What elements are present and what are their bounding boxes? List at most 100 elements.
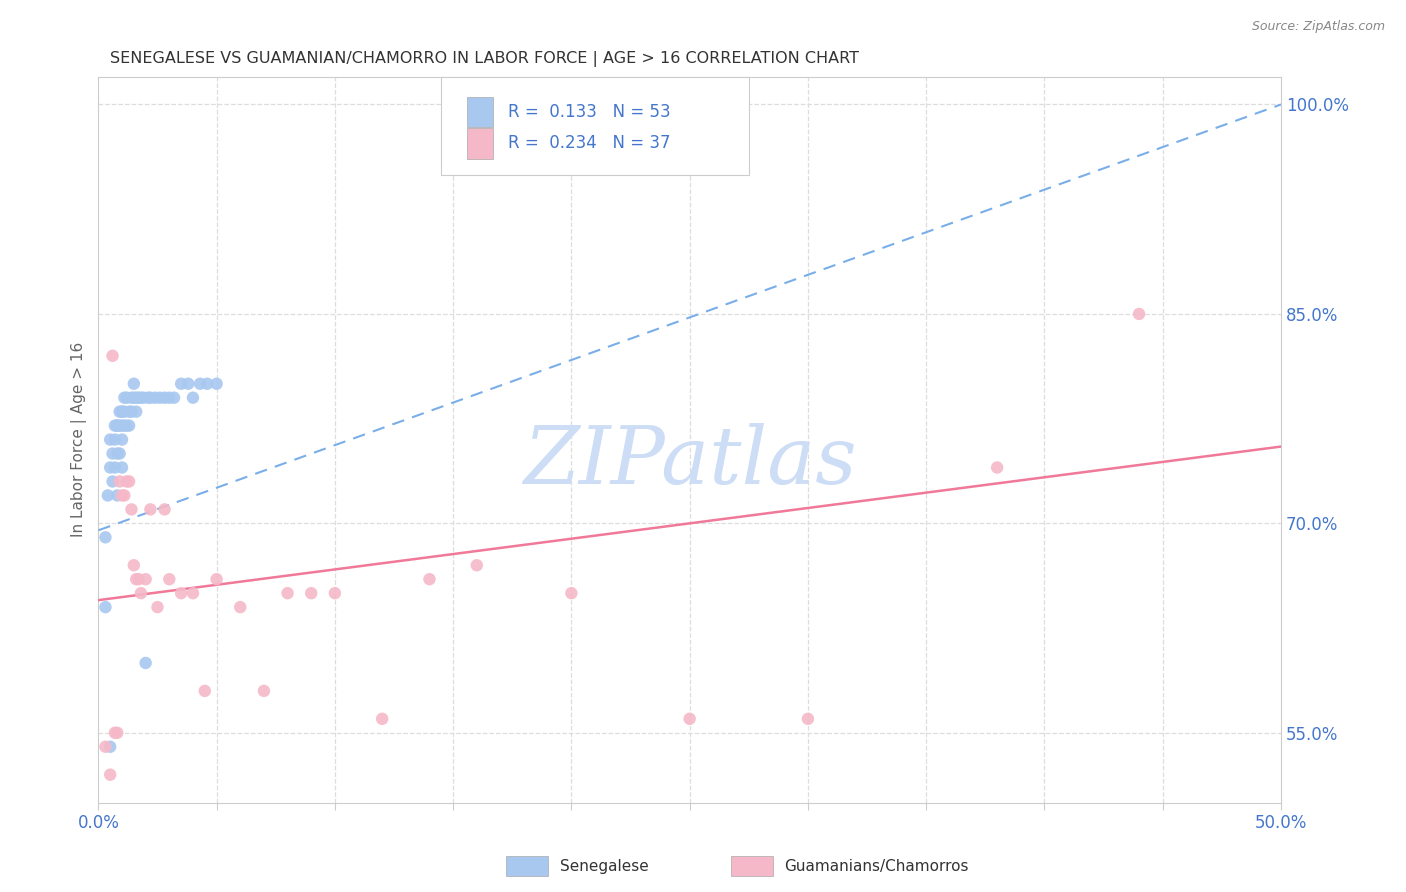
Text: R =  0.133   N = 53: R = 0.133 N = 53 [508, 103, 671, 121]
Point [797, 712, 820, 726]
Point [121, 391, 143, 405]
Point [128, 391, 150, 405]
Point [371, 712, 394, 726]
Point [112, 391, 135, 405]
Point [97, 488, 120, 502]
Point [98, 767, 121, 781]
Point [135, 572, 157, 586]
Point [101, 446, 124, 460]
Point [104, 418, 127, 433]
Point [129, 391, 152, 405]
Point [118, 404, 141, 418]
Point [163, 391, 186, 405]
Point [111, 433, 134, 447]
Point [108, 475, 131, 489]
FancyBboxPatch shape [441, 77, 749, 175]
Point [181, 586, 204, 600]
Point [98, 460, 121, 475]
Point [177, 376, 200, 391]
Point [125, 391, 148, 405]
Point [1128, 307, 1150, 321]
Point [122, 391, 145, 405]
Text: R =  0.234   N = 37: R = 0.234 N = 37 [508, 135, 671, 153]
Point [112, 488, 135, 502]
Point [111, 404, 134, 418]
Point [157, 391, 180, 405]
Point [105, 418, 128, 433]
Point [136, 391, 159, 405]
Point [108, 418, 131, 433]
Point [986, 460, 1008, 475]
Point [94, 530, 117, 544]
Point [323, 586, 346, 600]
Point [122, 376, 145, 391]
Point [153, 391, 176, 405]
Point [121, 502, 143, 516]
Point [104, 726, 127, 740]
Point [101, 475, 124, 489]
Point [125, 404, 148, 418]
FancyBboxPatch shape [467, 97, 494, 128]
Point [129, 586, 152, 600]
Point [253, 684, 276, 698]
Point [128, 572, 150, 586]
Point [115, 475, 138, 489]
Point [679, 712, 702, 726]
Point [188, 376, 211, 391]
Point [149, 391, 172, 405]
Point [98, 739, 121, 754]
Point [118, 418, 141, 433]
Point [146, 600, 169, 615]
Point [139, 391, 162, 405]
Point [418, 572, 440, 586]
Y-axis label: In Labor Force | Age > 16: In Labor Force | Age > 16 [72, 342, 87, 537]
Point [112, 418, 135, 433]
Point [101, 349, 124, 363]
Point [229, 600, 252, 615]
Point [170, 376, 193, 391]
Text: Guamanians/Chamorros: Guamanians/Chamorros [785, 859, 969, 873]
FancyBboxPatch shape [467, 128, 494, 159]
Point [170, 586, 193, 600]
Point [105, 446, 128, 460]
Point [105, 488, 128, 502]
Point [111, 488, 134, 502]
Text: SENEGALESE VS GUAMANIAN/CHAMORRO IN LABOR FORCE | AGE > 16 CORRELATION CHART: SENEGALESE VS GUAMANIAN/CHAMORRO IN LABO… [110, 51, 859, 67]
Point [277, 586, 299, 600]
Point [194, 684, 217, 698]
Point [465, 558, 488, 573]
Point [111, 418, 134, 433]
Point [143, 391, 166, 405]
Point [181, 391, 204, 405]
Point [205, 376, 228, 391]
Point [195, 376, 218, 391]
Point [132, 391, 155, 405]
Point [105, 418, 128, 433]
Point [112, 404, 135, 418]
Point [135, 656, 157, 670]
Point [153, 502, 176, 516]
Point [139, 502, 162, 516]
Point [121, 404, 143, 418]
Point [104, 460, 127, 475]
Point [560, 586, 582, 600]
Point [94, 739, 117, 754]
Point [111, 404, 134, 418]
Point [94, 600, 117, 615]
Point [299, 586, 322, 600]
Point [98, 433, 121, 447]
Point [115, 391, 138, 405]
Point [104, 433, 127, 447]
Point [125, 572, 148, 586]
Point [205, 572, 228, 586]
Text: ZIPatlas: ZIPatlas [523, 423, 856, 500]
Point [118, 475, 141, 489]
Point [108, 404, 131, 418]
Text: Source: ZipAtlas.com: Source: ZipAtlas.com [1251, 20, 1385, 33]
Point [108, 446, 131, 460]
Text: Senegalese: Senegalese [560, 859, 648, 873]
Point [105, 726, 128, 740]
Point [111, 460, 134, 475]
Point [122, 558, 145, 573]
Point [157, 572, 180, 586]
